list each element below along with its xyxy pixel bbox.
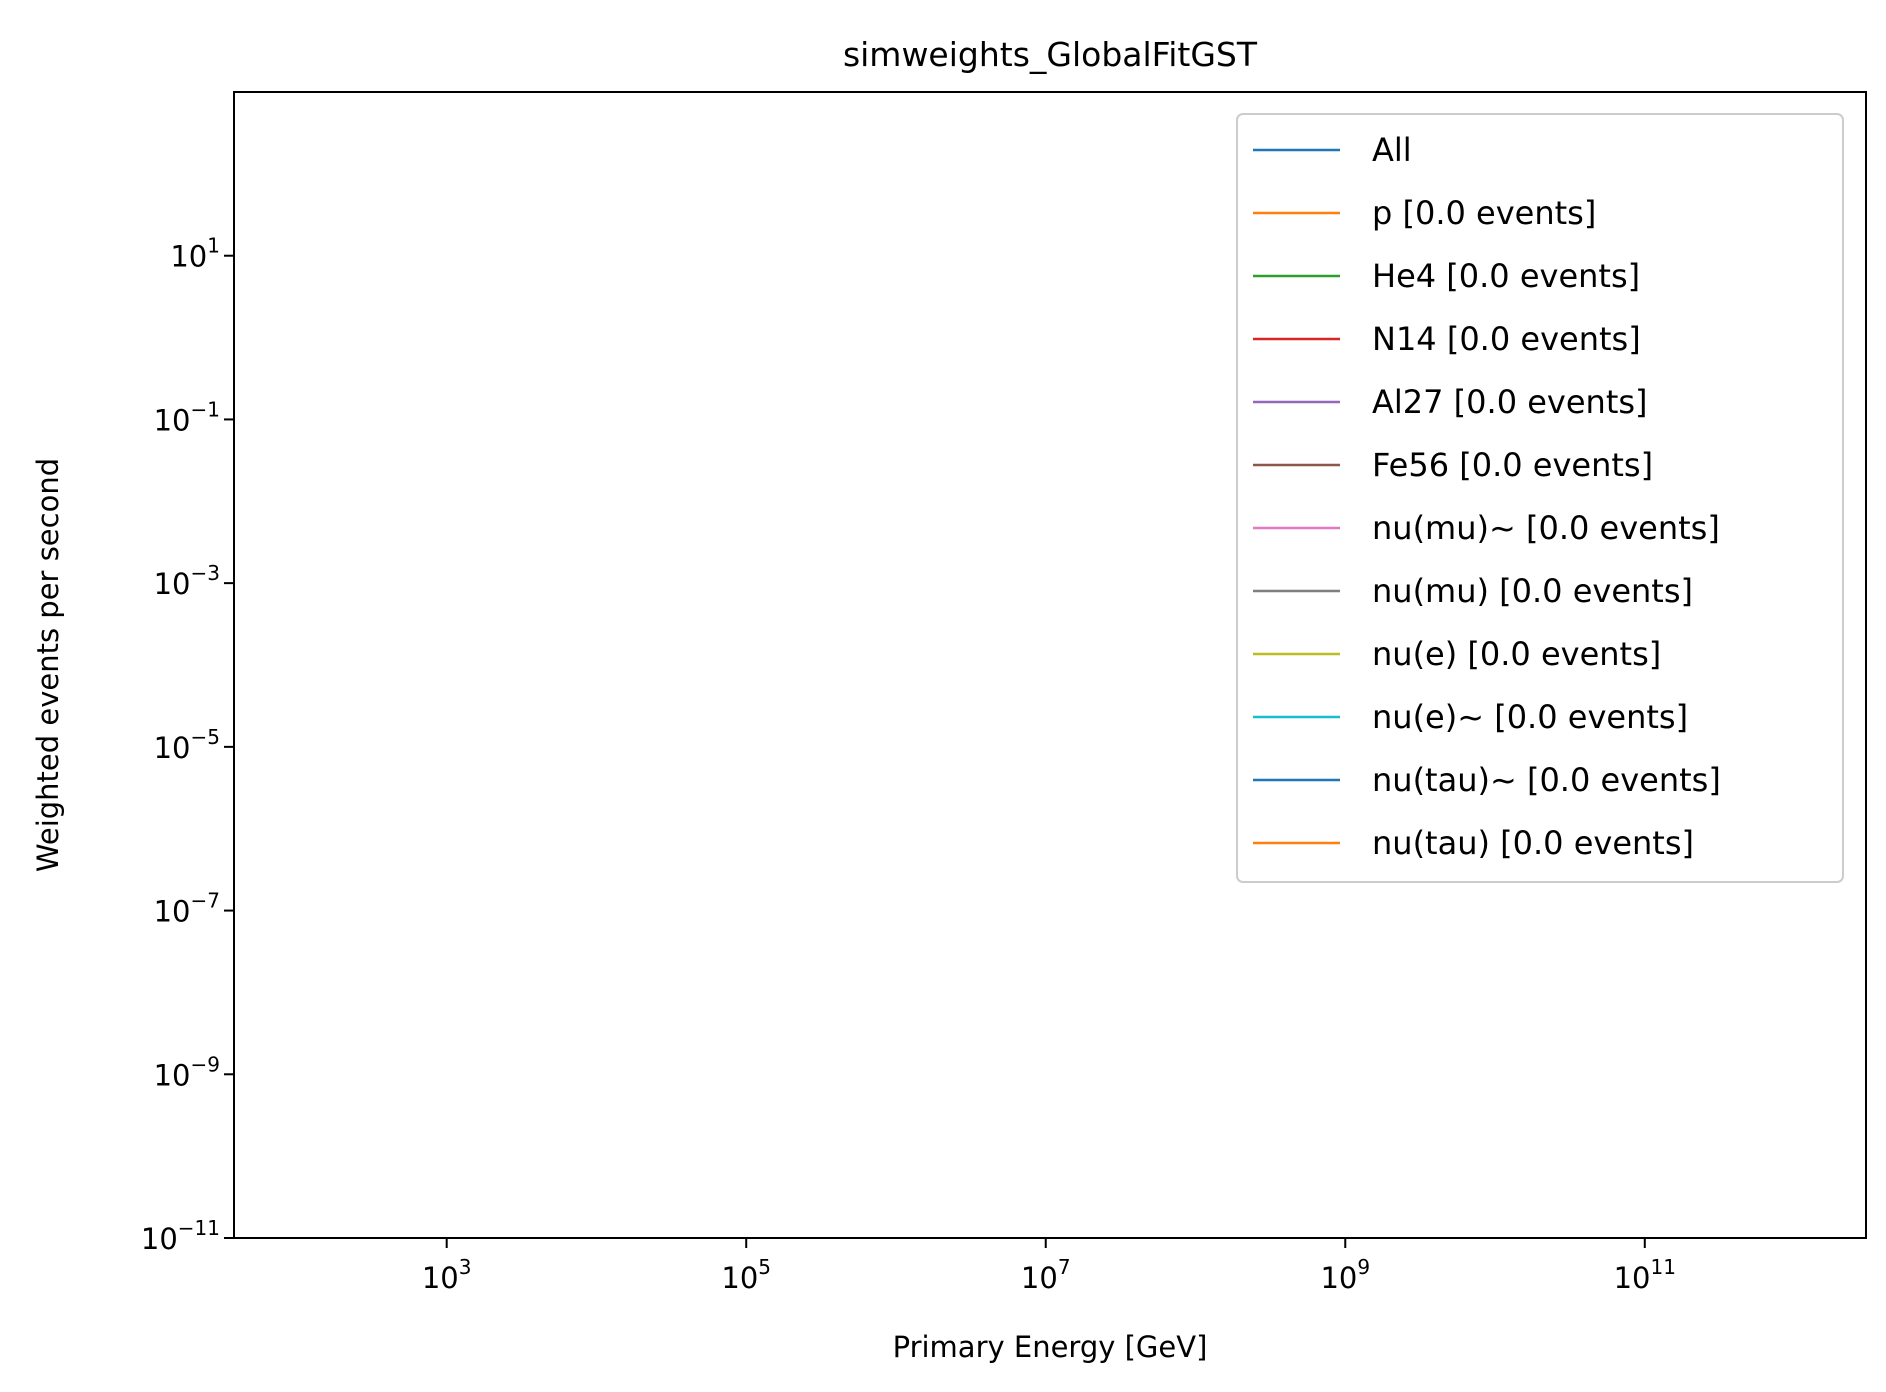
legend-entry-label: He4 [0.0 events]	[1372, 257, 1640, 295]
y-tick-label: 10−9	[154, 1052, 220, 1092]
legend-entry-label: nu(mu) [0.0 events]	[1372, 572, 1693, 610]
y-axis-ticks: 10−11 10−9 10−7 10−5 10−3 10−1 101	[141, 234, 234, 1256]
legend-entry-label: Al27 [0.0 events]	[1372, 383, 1648, 421]
legend-entry-label: nu(e)~ [0.0 events]	[1372, 698, 1688, 736]
legend-entry-label: All	[1372, 131, 1412, 169]
y-tick-label: 10−11	[141, 1216, 220, 1256]
y-tick-label: 101	[170, 234, 220, 274]
legend-entry-label: nu(tau)~ [0.0 events]	[1372, 761, 1721, 799]
x-tick-label: 103	[422, 1255, 472, 1295]
x-axis-label: Primary Energy [GeV]	[893, 1330, 1208, 1364]
x-tick-label: 1011	[1614, 1255, 1676, 1295]
y-tick-label: 10−7	[154, 889, 220, 929]
y-axis-label: Weighted events per second	[31, 458, 65, 872]
x-tick-label: 105	[721, 1255, 771, 1295]
y-tick-label: 10−1	[154, 397, 220, 437]
legend-entry-label: nu(tau) [0.0 events]	[1372, 824, 1694, 862]
legend: All p [0.0 events] He4 [0.0 events] N14 [0.…	[1236, 113, 1844, 883]
legend-entry-label: nu(e) [0.0 events]	[1372, 635, 1661, 673]
legend-entry-label: Fe56 [0.0 events]	[1372, 446, 1653, 484]
x-tick-label: 109	[1320, 1255, 1370, 1295]
x-axis-ticks: 103 105 107 109 1011	[422, 1238, 1676, 1295]
y-tick-label: 10−5	[154, 725, 220, 765]
x-tick-label: 107	[1021, 1255, 1071, 1295]
legend-entry-label: p [0.0 events]	[1372, 194, 1596, 232]
legend-entry-label: nu(mu)~ [0.0 events]	[1372, 509, 1720, 547]
legend-box	[1236, 113, 1844, 883]
chart-title: simweights_GlobalFitGST	[843, 35, 1258, 74]
legend-entry-label: N14 [0.0 events]	[1372, 320, 1641, 358]
y-tick-label: 10−3	[154, 561, 220, 601]
